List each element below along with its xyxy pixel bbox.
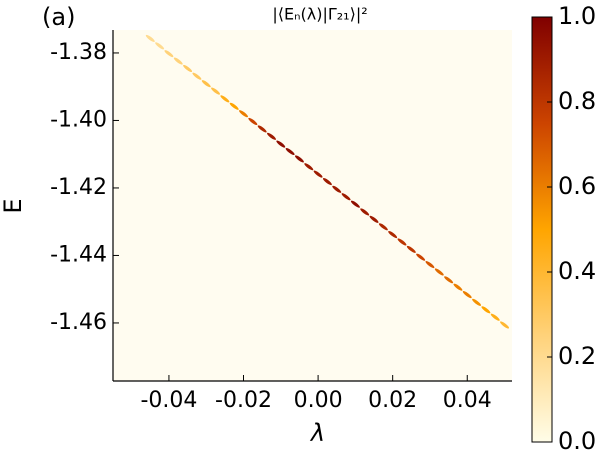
point — [201, 80, 211, 88]
x-axis-label: λ — [309, 419, 325, 447]
point — [192, 72, 202, 80]
point — [266, 132, 276, 140]
point — [500, 321, 510, 329]
colorbar-tick-label: 0.4 — [558, 257, 596, 285]
point — [425, 261, 435, 269]
colorbar-tick-label: 0.0 — [558, 427, 596, 450]
point — [257, 125, 267, 133]
point — [341, 193, 351, 201]
point — [388, 230, 398, 239]
y-tick-label: -1.42 — [50, 175, 107, 200]
point — [444, 276, 454, 284]
point — [416, 253, 426, 261]
chart-title: |⟨Eₙ(λ)|Γ₂₁⟩|² — [272, 5, 367, 24]
y-axis-label: E — [0, 198, 27, 213]
point — [164, 50, 174, 58]
x-tick-label: 0.02 — [368, 388, 417, 413]
point — [350, 200, 360, 208]
point — [481, 306, 491, 314]
point — [322, 177, 332, 186]
x-tick-label: 0.00 — [294, 388, 343, 413]
x-tick-label: 0.04 — [443, 388, 492, 413]
colorbar — [531, 16, 553, 443]
point — [472, 298, 482, 306]
y-tick-label: -1.44 — [50, 242, 107, 267]
point — [220, 95, 230, 103]
point — [406, 245, 416, 253]
point — [285, 147, 295, 156]
plot-area — [113, 30, 512, 381]
y-tick-label: -1.46 — [50, 310, 107, 335]
x-tick-label: -0.04 — [140, 388, 197, 413]
point — [248, 117, 258, 126]
point — [276, 140, 286, 148]
point — [211, 87, 221, 95]
point — [397, 238, 407, 246]
y-tick-label: -1.38 — [50, 40, 107, 65]
point — [313, 170, 323, 178]
point — [294, 155, 304, 163]
point — [462, 291, 472, 299]
point — [332, 185, 342, 193]
point — [369, 215, 379, 223]
x-tick-label: -0.02 — [215, 388, 272, 413]
point — [183, 64, 193, 73]
point — [490, 313, 500, 321]
colorbar-tick-label: 0.2 — [558, 342, 596, 370]
y-tick-label: -1.40 — [50, 107, 107, 132]
point — [434, 268, 444, 276]
panel-label: (a) — [42, 3, 75, 31]
point — [145, 34, 155, 42]
colorbar-tick-label: 1.0 — [558, 2, 596, 30]
point — [229, 102, 239, 110]
point — [304, 163, 314, 171]
point — [155, 42, 165, 50]
point — [453, 283, 463, 291]
point — [378, 223, 388, 231]
point — [173, 57, 183, 65]
colorbar-tick-label: 0.6 — [558, 172, 596, 200]
point — [239, 110, 249, 118]
point — [360, 208, 370, 216]
colorbar-tick-label: 0.8 — [558, 87, 596, 115]
